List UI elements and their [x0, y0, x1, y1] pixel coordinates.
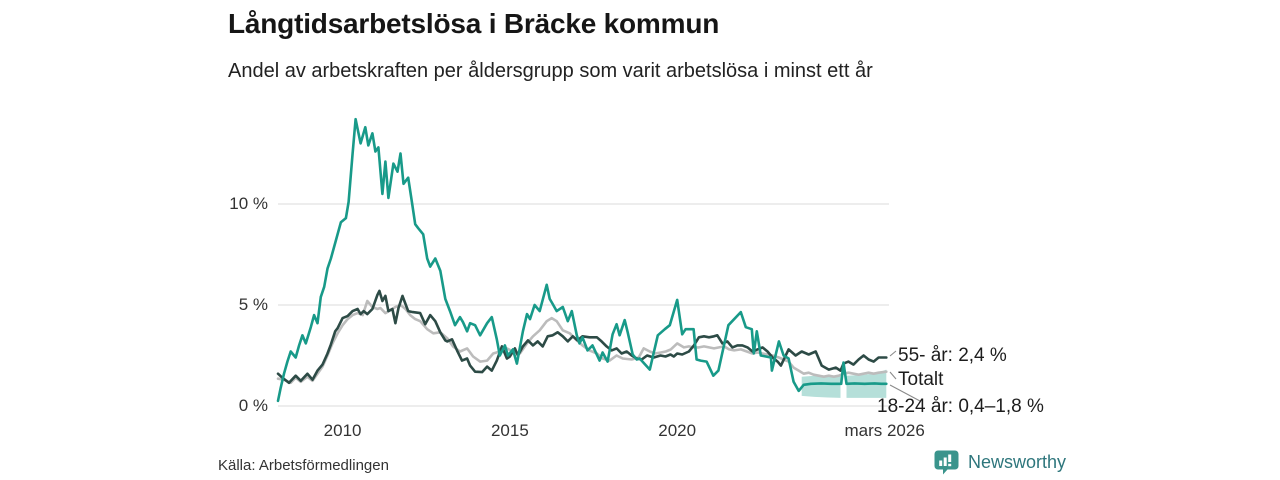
confidence-band-segment-1 — [801, 375, 841, 398]
newsworthy-logo[interactable]: Newsworthy — [933, 449, 1066, 476]
annotation-18-24-ar: 18-24 år: 0,4–1,8 % — [877, 396, 1044, 417]
x-tick-label-mars-2026: mars 2026 — [844, 421, 925, 440]
gridlines — [278, 203, 889, 407]
series-lines — [276, 117, 888, 403]
annotation-totalt: Totalt — [898, 369, 944, 390]
source-caption: Källa: Arbetsförmedlingen — [218, 457, 389, 474]
leader-line-totalt — [889, 371, 897, 380]
y-tick-label-5: 5 % — [238, 295, 268, 314]
x-tick-label-2015: 2015 — [490, 421, 529, 440]
leader-line-18-24 — [889, 384, 921, 402]
chart-subtitle: Andel av arbetskraften per åldersgrupp s… — [228, 60, 873, 82]
annotation-leader-lines — [889, 350, 921, 402]
y-tick-label-10: 10 % — [229, 194, 268, 213]
y-tick-label-0: 0 % — [238, 396, 268, 415]
leader-line-55 — [889, 350, 897, 357]
annotation-55-ar: 55- år: 2,4 % — [898, 345, 1007, 366]
newsworthy-bubble-chart-icon — [934, 450, 959, 475]
x-tick-label-2020: 2020 — [658, 421, 697, 440]
series-line-55-r — [276, 289, 888, 385]
page-title: Långtidsarbetslösa i Bräcke kommun — [228, 8, 720, 39]
brand-name: Newsworthy — [968, 452, 1067, 472]
x-tick-label-2010: 2010 — [323, 421, 362, 440]
series-line-18-24-r — [276, 117, 888, 403]
